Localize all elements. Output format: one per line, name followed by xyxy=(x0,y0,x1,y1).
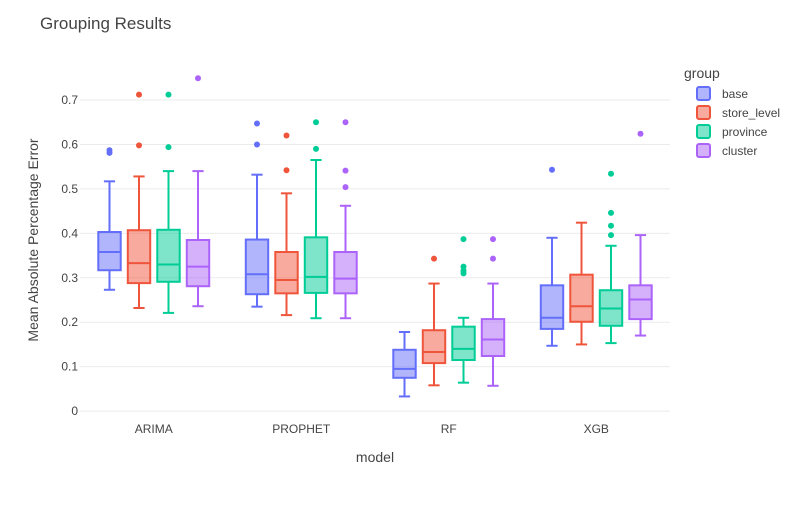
outlier-point[interactable] xyxy=(460,236,467,243)
series-province xyxy=(156,91,624,384)
legend-label: cluster xyxy=(722,144,757,158)
box-base-ARIMA[interactable] xyxy=(97,147,122,291)
outlier-point[interactable] xyxy=(490,255,496,262)
box-cluster-ARIMA[interactable] xyxy=(185,75,211,308)
outlier-point[interactable] xyxy=(254,120,260,127)
iqr-box xyxy=(303,236,329,294)
y-tick-label: 0.7 xyxy=(61,93,78,107)
outlier-point[interactable] xyxy=(608,222,614,229)
iqr-box xyxy=(569,273,594,323)
outlier-point[interactable] xyxy=(342,119,349,126)
boxes-layer xyxy=(97,75,653,398)
outlier-point[interactable] xyxy=(283,167,290,174)
legend-title: group xyxy=(684,65,720,81)
series-base xyxy=(97,120,565,398)
x-axis-ticks: ARIMA PROPHET RF XGB xyxy=(135,422,609,436)
series-cluster xyxy=(185,75,653,387)
legend[interactable]: group base store_level province cluster xyxy=(684,65,780,158)
outlier-point[interactable] xyxy=(608,209,614,216)
box-store_level-XGB[interactable] xyxy=(569,221,594,346)
box-province-PROPHET[interactable] xyxy=(303,119,329,320)
outlier-point[interactable] xyxy=(342,184,349,191)
outlier-point[interactable] xyxy=(136,142,142,149)
y-tick-label: 0.4 xyxy=(61,226,78,240)
box-base-PROPHET[interactable] xyxy=(244,120,270,308)
outlier-point[interactable] xyxy=(313,145,319,152)
legend-item-cluster[interactable]: cluster xyxy=(696,143,757,158)
outlier-point[interactable] xyxy=(165,144,172,151)
outlier-point[interactable] xyxy=(195,75,201,82)
iqr-box xyxy=(244,238,270,296)
iqr-box xyxy=(421,329,447,365)
legend-label: store_level xyxy=(722,106,780,120)
legend-swatch xyxy=(696,124,711,139)
y-tick-label: 0.2 xyxy=(61,315,78,329)
legend-item-store_level[interactable]: store_level xyxy=(696,105,780,120)
legend-item-base[interactable]: base xyxy=(696,86,748,101)
iqr-box xyxy=(539,284,565,330)
box-base-RF[interactable] xyxy=(392,331,417,398)
box-province-RF[interactable] xyxy=(451,236,476,384)
legend-item-province[interactable]: province xyxy=(696,124,768,139)
iqr-box xyxy=(392,348,417,379)
iqr-box xyxy=(156,228,181,283)
legend-label: province xyxy=(722,125,768,139)
outlier-point[interactable] xyxy=(313,119,319,126)
legend-items: base store_level province cluster xyxy=(696,86,780,158)
iqr-box xyxy=(126,229,152,285)
y-tick-label: 0.6 xyxy=(61,137,78,151)
outlier-point[interactable] xyxy=(490,236,496,243)
y-tick-label: 0 xyxy=(71,404,78,418)
outlier-point[interactable] xyxy=(342,167,349,174)
x-axis-title: model xyxy=(356,449,394,465)
y-axis-ticks: 0 0.1 0.2 0.3 0.4 0.5 0.6 0.7 xyxy=(61,93,78,418)
outlier-point[interactable] xyxy=(254,141,260,148)
box-cluster-PROPHET[interactable] xyxy=(333,119,358,320)
y-axis-title: Mean Absolute Percentage Error xyxy=(25,138,41,341)
outlier-point[interactable] xyxy=(460,263,467,270)
iqr-box xyxy=(333,251,358,295)
box-cluster-RF[interactable] xyxy=(480,236,506,387)
iqr-box xyxy=(451,325,476,361)
legend-swatch xyxy=(696,143,711,158)
chart-title: Grouping Results xyxy=(40,14,171,33)
y-tick-label: 0.1 xyxy=(61,360,78,374)
outlier-point[interactable] xyxy=(608,170,614,177)
x-tick-label: PROPHET xyxy=(272,422,331,436)
iqr-box xyxy=(185,239,211,288)
x-tick-label: RF xyxy=(441,422,457,436)
legend-swatch xyxy=(696,86,711,101)
series-store_level xyxy=(126,91,594,387)
y-tick-label: 0.3 xyxy=(61,271,78,285)
outlier-point[interactable] xyxy=(106,147,113,154)
x-tick-label: XGB xyxy=(584,422,609,436)
box-store_level-ARIMA[interactable] xyxy=(126,91,152,309)
iqr-box xyxy=(274,251,299,295)
outlier-point[interactable] xyxy=(165,91,172,98)
outlier-point[interactable] xyxy=(549,166,555,173)
outlier-point[interactable] xyxy=(431,255,437,262)
iqr-box xyxy=(480,318,506,358)
box-cluster-XGB[interactable] xyxy=(628,130,653,337)
outlier-point[interactable] xyxy=(637,130,644,137)
y-tick-label: 0.5 xyxy=(61,182,78,196)
outlier-point[interactable] xyxy=(283,132,290,139)
x-tick-label: ARIMA xyxy=(135,422,173,436)
box-base-XGB[interactable] xyxy=(539,166,565,347)
legend-swatch xyxy=(696,105,711,120)
outlier-point[interactable] xyxy=(136,91,142,98)
box-province-ARIMA[interactable] xyxy=(156,91,181,314)
outlier-point[interactable] xyxy=(608,232,614,239)
box-store_level-RF[interactable] xyxy=(421,255,447,387)
box-province-XGB[interactable] xyxy=(598,170,624,345)
box-store_level-PROPHET[interactable] xyxy=(274,132,299,317)
legend-label: base xyxy=(722,87,748,101)
iqr-box xyxy=(628,284,653,321)
